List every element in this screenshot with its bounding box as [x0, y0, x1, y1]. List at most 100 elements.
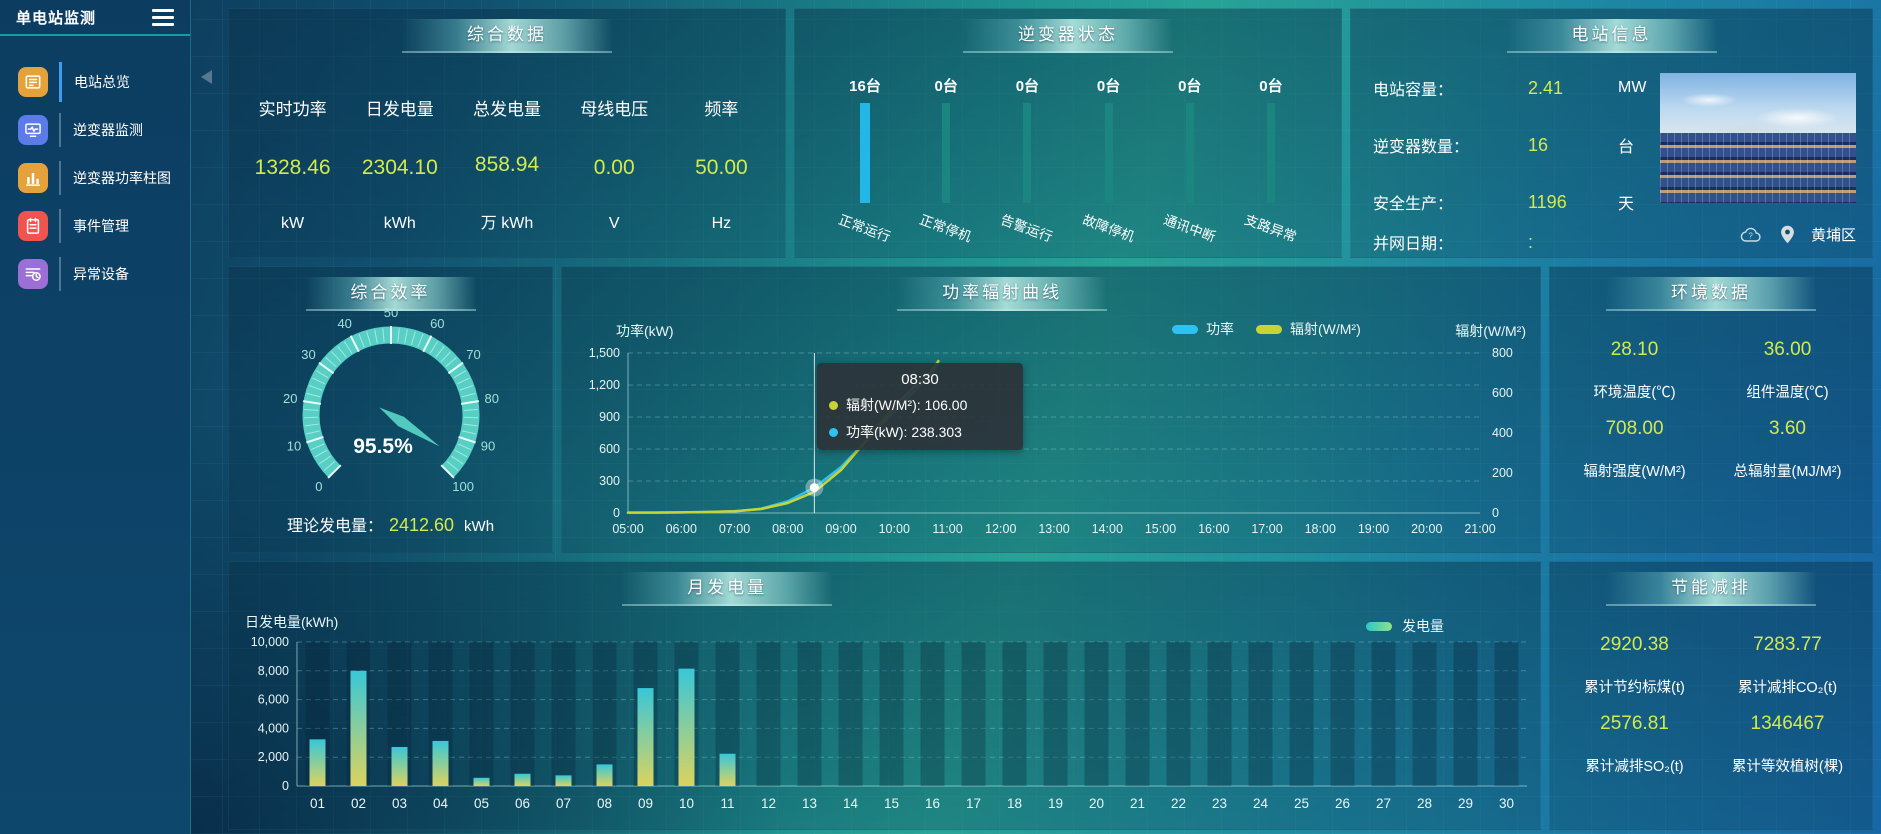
svg-text:300: 300 [599, 474, 620, 488]
panel-energy-saving: 节能减排 2920.38 累计节约标煤(t) 7283.77 累计减排CO₂(t) 25… [1549, 561, 1873, 830]
station-info-rows: 电站容量： 2.41 MW 逆变器数量： 16 台安全生产： 1196 天并网日期：: [1373, 71, 1683, 259]
location-pin-icon[interactable] [1780, 225, 1795, 244]
inverter-status-title-banner: 逆变器状态 [963, 19, 1173, 53]
sidebar-collapse-arrow[interactable] [201, 70, 212, 84]
power-bars-icon [18, 163, 48, 193]
panel-power-radiation-curve: 功率辐射曲线 功率(kW) 功率 辐射(W/M²) 辐射(W/M²) 0 300 60… [561, 266, 1541, 553]
svg-text:40: 40 [337, 316, 351, 331]
sidebar-item-label: 逆变器功率柱图 [73, 170, 171, 186]
svg-text:07: 07 [556, 796, 571, 811]
svg-text:2,000: 2,000 [258, 750, 289, 764]
menu-item-divider [59, 161, 61, 195]
svg-text:1,500: 1,500 [589, 346, 620, 360]
info-unit: 台 [1618, 139, 1635, 156]
stat-cell-辐射强度(W/M²): 708.00 辐射强度(W/M²) [1558, 418, 1711, 481]
status-count: 0台 [1259, 78, 1283, 95]
svg-text:02: 02 [351, 796, 366, 811]
svg-text:400: 400 [1492, 426, 1513, 440]
monthly-axis-title: 日发电量(kWh) [245, 614, 339, 630]
energy-saving-grid: 2920.38 累计节约标煤(t) 7283.77 累计减排CO₂(t) 2576.81… [1558, 634, 1864, 776]
svg-text:50: 50 [383, 305, 397, 320]
hamburger-menu-icon[interactable] [150, 3, 176, 32]
status-label: 正常停机 [917, 212, 974, 245]
metric-label: 母线电压 [580, 100, 649, 119]
event-management-icon [18, 211, 48, 241]
stat-cell-总辐射量(MJ/M²): 3.60 总辐射量(MJ/M²) [1711, 418, 1864, 481]
status-bar [1185, 103, 1194, 203]
status-label: 支路异常 [1242, 212, 1299, 245]
sidebar-item-label: 异常设备 [73, 266, 129, 282]
svg-text:?: ? [1748, 231, 1753, 240]
efficiency-gauge[interactable]: 0 10 20 30 40 50 60 70 80 90 100 95.5% [241, 303, 541, 503]
status-bar [1023, 103, 1032, 203]
sidebar-item-label: 事件管理 [73, 218, 129, 234]
svg-text:11:00: 11:00 [932, 522, 962, 536]
svg-text:0: 0 [1492, 506, 1499, 520]
summary-title-banner: 综合数据 [402, 19, 612, 53]
svg-text:20: 20 [1089, 796, 1104, 811]
svg-text:100: 100 [452, 479, 474, 494]
svg-text:22: 22 [1171, 796, 1186, 811]
svg-text:15: 15 [884, 796, 899, 811]
metric-label: 日发电量 [365, 100, 434, 119]
stat-cell-累计减排SO₂(t): 2576.81 累计减排SO₂(t) [1558, 713, 1711, 776]
station-info-row: 逆变器数量： 16 台 [1373, 128, 1683, 162]
legend-label: 功率 [1206, 321, 1234, 337]
status-bar [1266, 103, 1275, 203]
svg-text:11: 11 [720, 796, 734, 811]
svg-text:18:00: 18:00 [1305, 522, 1336, 536]
svg-text:03: 03 [392, 796, 407, 811]
metric-value: 50.00 [695, 155, 748, 179]
metric-母线电压: 母线电压 0.00 V [561, 51, 668, 257]
metric-label: 总发电量 [473, 100, 541, 119]
tooltip-row: 功率(kW): 238.303 [829, 422, 1011, 442]
svg-text:06: 06 [515, 796, 530, 811]
sidebar: 单电站监测 电站总览 逆变器监测 逆变器功率柱图 事件管理 异常设备 [0, 0, 191, 834]
metric-总发电量: 总发电量 858.94 万 kWh [453, 51, 560, 257]
sidebar-item-事件管理[interactable]: 事件管理 [0, 202, 190, 250]
sidebar-item-异常设备[interactable]: 异常设备 [0, 250, 190, 298]
status-column-故障停机: 0台 故障停机 [1073, 51, 1145, 257]
metric-value: 0.00 [593, 155, 635, 179]
svg-text:8,000: 8,000 [258, 664, 289, 678]
svg-text:06:00: 06:00 [666, 522, 697, 536]
legend-label: 辐射(W/M²) [1290, 321, 1361, 337]
stat-label: 累计节约标煤(t) [1584, 680, 1685, 696]
sidebar-item-电站总览[interactable]: 电站总览 [0, 58, 190, 106]
inverter-monitor-icon [18, 115, 48, 145]
stat-cell-累计减排CO₂(t): 7283.77 累计减排CO₂(t) [1711, 634, 1864, 697]
sidebar-item-逆变器监测[interactable]: 逆变器监测 [0, 106, 190, 154]
stat-value: 2576.81 [1600, 713, 1669, 734]
stat-value: 708.00 [1605, 418, 1664, 439]
menu-item-divider [59, 257, 61, 291]
svg-text:24: 24 [1253, 796, 1269, 811]
info-label: 安全生产： [1373, 196, 1454, 213]
tooltip-series-text: 辐射(W/M²): 106.00 [846, 397, 968, 413]
legend-entry-功率: 功率 [1172, 319, 1234, 339]
tooltip-series-text: 功率(kW): 238.303 [846, 424, 962, 440]
svg-text:26: 26 [1335, 796, 1350, 811]
metric-unit: Hz [711, 215, 732, 232]
legend-swatch [1172, 324, 1198, 334]
svg-text:18: 18 [1007, 796, 1022, 811]
generation-legend-swatch [1366, 621, 1392, 631]
stat-label: 环境温度(℃) [1593, 385, 1676, 401]
sidebar-item-label: 电站总览 [74, 74, 130, 90]
efficiency-title-banner: 综合效率 [305, 277, 476, 311]
abnormal-device-icon [18, 259, 48, 289]
svg-text:4,000: 4,000 [258, 721, 289, 735]
stat-value: 1346467 [1750, 713, 1825, 734]
metric-label: 频率 [704, 100, 739, 119]
monthly-generation-chart[interactable]: 0 2,000 4,000 6,000 8,000 10,000 01 02 03 04 05 06 0… [237, 636, 1534, 818]
weather-cloud-icon[interactable]: ? [1738, 225, 1764, 245]
metric-日发电量: 日发电量 2304.10 kWh [346, 51, 453, 257]
metric-unit: kW [281, 215, 305, 232]
power-radiation-chart[interactable]: 0 300 600 900 1,200 1,500 0 200 400 600 800 05:00 06… [570, 345, 1534, 541]
metric-unit: 万 kWh [480, 215, 534, 232]
svg-text:80: 80 [484, 391, 498, 406]
stat-label: 总辐射量(MJ/M²) [1733, 464, 1842, 480]
metric-频率: 频率 50.00 Hz [668, 51, 775, 257]
sidebar-item-逆变器功率柱图[interactable]: 逆变器功率柱图 [0, 154, 190, 202]
overview-icon [18, 67, 48, 97]
panel-environment-data: 环境数据 28.10 环境温度(℃) 36.00 组件温度(℃) 708.00 辐射强度(… [1549, 266, 1873, 553]
